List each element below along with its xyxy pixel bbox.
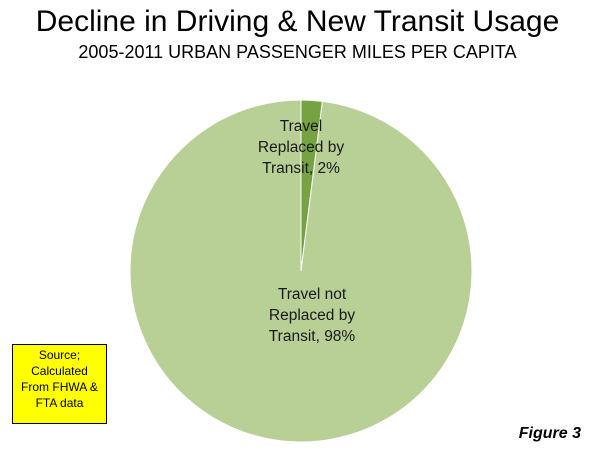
- slice-label-transit: Travel Replaced by Transit, 2%: [257, 118, 345, 177]
- slice-label-not-transit: Travel not Replaced by Transit, 98%: [268, 286, 356, 345]
- chart-title: Decline in Driving & New Transit Usage: [35, 5, 560, 38]
- source-note: Source; Calculated From FHWA & FTA data: [12, 344, 107, 424]
- chart-subtitle: 2005-2011 URBAN PASSENGER MILES PER CAPI…: [78, 42, 517, 62]
- pie-slice-1: [129, 99, 473, 443]
- figure-label: Figure 3: [518, 425, 581, 442]
